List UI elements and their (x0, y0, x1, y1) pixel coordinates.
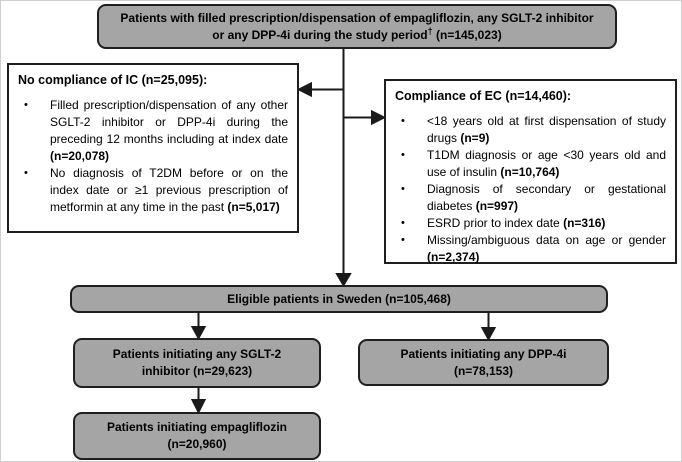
bullet-text: Diagnosis of secondary or gestational di… (427, 182, 666, 213)
arrowhead-down-empagliflozin-icon (190, 399, 207, 415)
list-item: • Missing/ambiguous data on age or gende… (401, 232, 666, 266)
box-sglt2-line1: Patients initiating any SGLT-2 (112, 347, 282, 361)
arrowhead-down-eligible-icon (335, 273, 352, 287)
box-eligible-patients: Eligible patients in Sweden (n=105,468) (70, 285, 608, 313)
box-dpp4i-line1: Patients initiating any DPP-4i (400, 346, 567, 361)
bullet-icon: • (401, 217, 405, 229)
box-sglt2-line2: inhibitor (n=29,623) (141, 364, 253, 378)
box-compliance-ec-title: Compliance of EC (n=14,460): (395, 89, 572, 103)
bullet-icon: • (24, 99, 28, 111)
list-item: • <18 years old at first dispensation of… (401, 113, 666, 147)
box-compliance-ec: Compliance of EC (n=14,460): • <18 years… (384, 79, 677, 264)
box-dpp4i-initiators: Patients initiating any DPP-4i (n=78,153… (358, 339, 609, 386)
list-item: • T1DM diagnosis or age <30 years old an… (401, 147, 666, 181)
bullet-icon: • (401, 149, 405, 161)
bullet-text: ESRD prior to index date (n=316) (427, 216, 606, 230)
bullet-icon: • (401, 183, 405, 195)
box-empagliflozin-initiators: Patients initiating empagliflozin (n=20,… (73, 412, 321, 460)
bullet-text: <18 years old at first dispensation of s… (427, 114, 666, 145)
box-source-line1: Patients with filled prescription/dispen… (120, 10, 594, 25)
arrowhead-down-dpp4i-icon (480, 327, 497, 342)
list-item: • No diagnosis of T2DM before or on the … (24, 165, 288, 216)
box-empagliflozin-line2: (n=20,960) (167, 437, 227, 451)
bullet-text: No diagnosis of T2DM before or on the in… (50, 166, 288, 214)
box-no-compliance-ic: No compliance of IC (n=25,095): • Filled… (7, 63, 299, 233)
list-item: • ESRD prior to index date (n=316) (401, 215, 666, 232)
bullet-text: Filled prescription/dispensation of any … (50, 98, 288, 163)
arrowhead-down-sglt2-icon (190, 326, 207, 341)
bullet-icon: • (401, 234, 405, 246)
bullet-icon: • (401, 115, 405, 127)
box-sglt2-initiators: Patients initiating any SGLT-2 inhibitor… (73, 338, 321, 388)
box-source-line2: or any DPP-4i during the study period† (… (212, 25, 502, 42)
box-dpp4i-line2: (n=78,153) (453, 363, 514, 378)
box-no-compliance-ic-title: No compliance of IC (n=25,095): (18, 73, 208, 87)
dagger-footnote-mark: † (427, 25, 433, 36)
arrowhead-right-icon (371, 109, 387, 126)
bullet-icon: • (24, 167, 28, 179)
list-item: • Filled prescription/dispensation of an… (24, 97, 288, 165)
bullet-text: Missing/ambiguous data on age or gender … (427, 233, 666, 264)
box-eligible-label: Eligible patients in Sweden (n=105,468) (227, 291, 451, 306)
list-item: • Diagnosis of secondary or gestational … (401, 181, 666, 215)
bullet-text: T1DM diagnosis or age <30 years old and … (427, 148, 666, 179)
arrowhead-left-icon (296, 81, 312, 98)
box-empagliflozin-line1: Patients initiating empagliflozin (106, 420, 287, 434)
box-source-population: Patients with filled prescription/dispen… (97, 4, 617, 49)
